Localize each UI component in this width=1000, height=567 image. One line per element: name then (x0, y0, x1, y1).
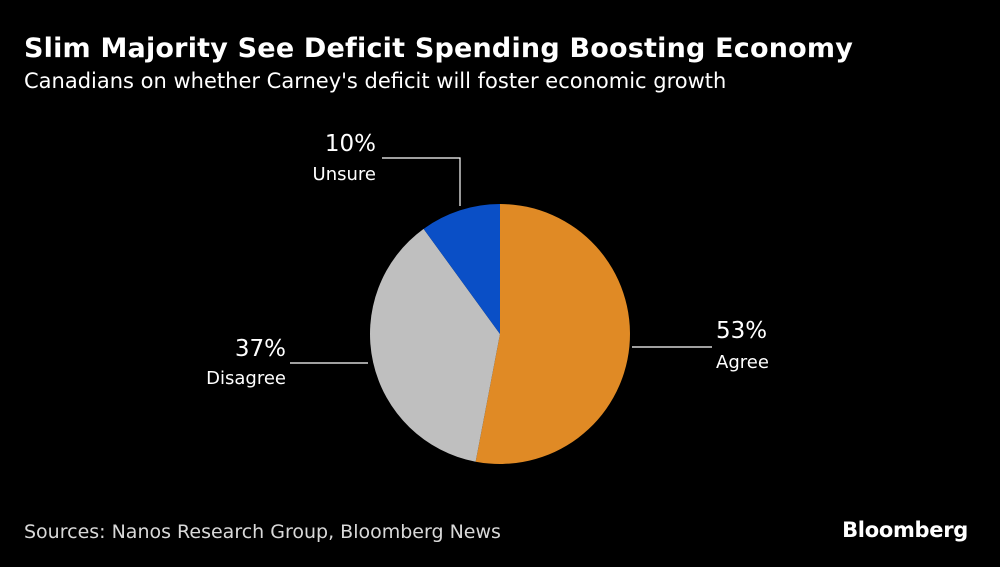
slice-label-unsure: Unsure (313, 164, 376, 185)
chart-title: Slim Majority See Deficit Spending Boost… (24, 33, 854, 64)
data-label-unsure: 10% (325, 131, 376, 157)
slice-label-disagree: Disagree (206, 368, 286, 389)
pie-slice-unsure (423, 204, 500, 334)
pie-slice-agree (475, 204, 630, 464)
data-label-agree: 53% (716, 318, 767, 344)
chart-subtitle: Canadians on whether Carney's deficit wi… (24, 69, 727, 93)
data-label-disagree: 37% (235, 336, 286, 362)
bloomberg-logo: Bloomberg (842, 518, 968, 542)
slice-label-agree: Agree (716, 352, 769, 373)
source-note: Sources: Nanos Research Group, Bloomberg… (24, 521, 501, 543)
pie-slice-disagree (370, 228, 500, 462)
leader-line-unsure (382, 157, 461, 206)
